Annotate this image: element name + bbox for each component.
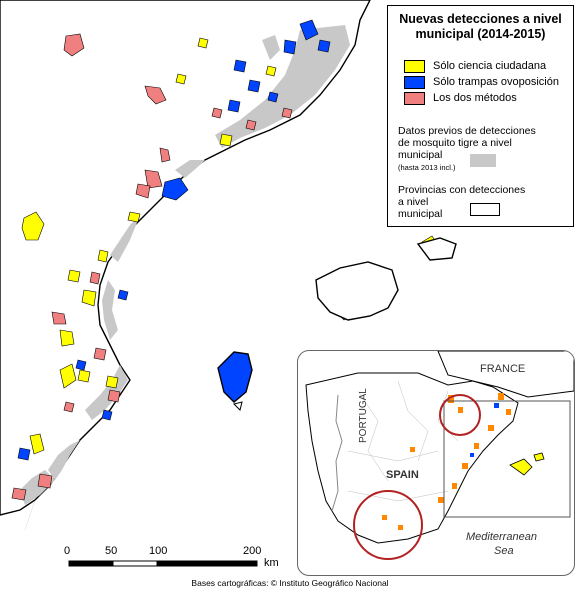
scale-tick-50: 50 (105, 545, 118, 557)
inset-label-sea-line2: Sea (494, 545, 514, 557)
legend-swatch-traps (404, 76, 425, 89)
inset-detections (382, 393, 511, 530)
scale-bar (68, 560, 258, 567)
legend-swatch-previous (470, 154, 496, 167)
inset-label-sea-line1: Mediterranean (466, 531, 537, 543)
iberia-land (305, 372, 519, 544)
legend-previous-line3: municipal (398, 149, 443, 161)
legend-label-traps: Sólo trampas ovoposición (433, 76, 559, 88)
legend-label-both: Los dos métodos (433, 92, 517, 104)
legend-swatch-provinces (470, 203, 500, 216)
inset-highlight-south (353, 490, 423, 560)
map-credit: Bases cartográficas: © Instituto Geográf… (191, 578, 389, 588)
legend-swatch-citizen (404, 60, 425, 73)
legend-label-citizen: Sólo ciencia ciudadana (433, 60, 547, 72)
inset-svg (305, 351, 574, 560)
scale-tick-100: 100 (149, 545, 168, 557)
legend-previous-line2: de mosquito tigre a nivel (398, 137, 512, 149)
inset-label-spain: SPAIN (386, 469, 419, 481)
legend-provinces-line3: municipal (398, 208, 443, 220)
mallorca (315, 261, 399, 321)
main-map (0, 0, 457, 567)
inset-highlight-north (439, 394, 481, 436)
inset-label-portugal: PORTUGAL (358, 388, 369, 443)
legend-provinces-line1: Provincias con detecciones (398, 184, 526, 196)
legend-previous-note: (hasta 2013 incl.) (398, 163, 456, 172)
legend-provinces-line2: a nivel (398, 196, 429, 208)
inset-menorca (533, 452, 545, 462)
scale-tick-0: 0 (64, 545, 71, 557)
inset-label-france: FRANCE (480, 363, 526, 375)
ibiza (217, 351, 253, 403)
scale-tick-200: 200 (243, 545, 262, 557)
inset-mallorca (509, 458, 533, 476)
legend-swatch-both (404, 92, 425, 105)
legend-previous-line1: Datos previos de detecciones (398, 125, 536, 137)
formentera (233, 401, 243, 411)
inset-study-area (443, 400, 571, 518)
inset-map: FRANCE PORTUGAL SPAIN Mediterranean Sea (297, 350, 575, 576)
previous-detections (20, 25, 350, 505)
menorca (416, 237, 457, 261)
france-land (437, 351, 574, 398)
scale-unit: km (264, 557, 279, 569)
portugal-border (331, 394, 343, 512)
legend: Nuevas detecciones a nivel municipal (20… (387, 5, 574, 227)
legend-title-line1: Nuevas detecciones a nivel (399, 12, 562, 26)
legend-title-line2: municipal (2014-2015) (415, 27, 546, 41)
